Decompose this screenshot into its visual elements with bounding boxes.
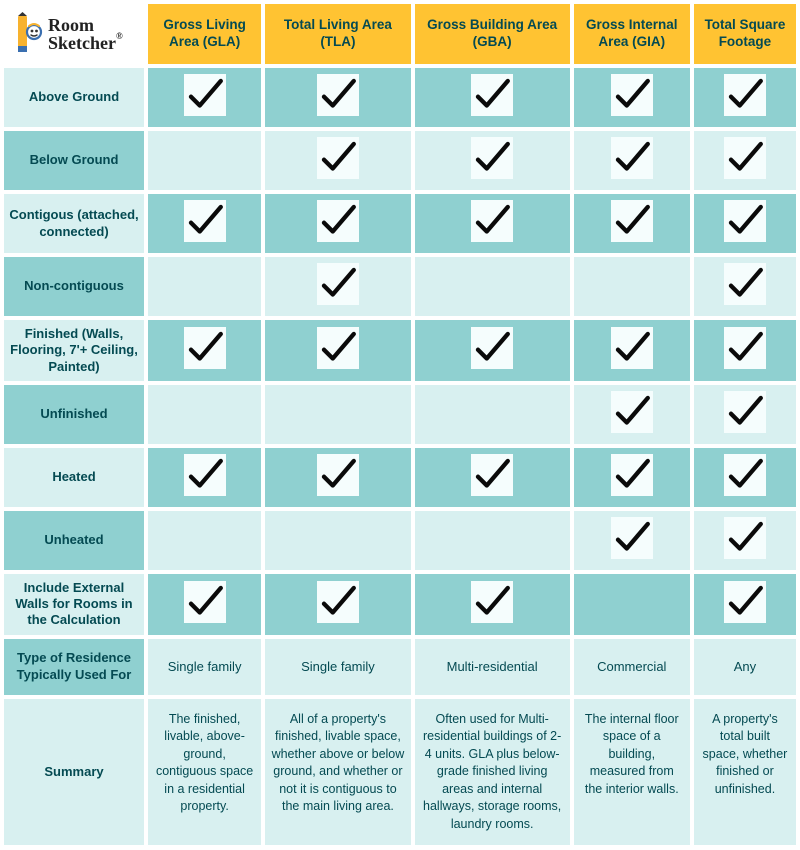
feature-row-2: Contigous (attached, connected) [4, 194, 796, 253]
feature-row-1: Below Ground [4, 131, 796, 190]
cell-7-4 [694, 511, 796, 570]
residence-row: Type of Residence Typically Used ForSing… [4, 639, 796, 695]
row-label: Type of Residence Typically Used For [4, 639, 144, 695]
cell-4-3 [574, 320, 690, 381]
cell-2-1 [265, 194, 410, 253]
cell-4-4 [694, 320, 796, 381]
row-label: Unfinished [4, 385, 144, 444]
col-header-3: Gross Internal Area (GIA) [574, 4, 690, 64]
row-label: Summary [4, 699, 144, 846]
cell-7-3 [574, 511, 690, 570]
summary-cell-1: All of a property's finished, livable sp… [265, 699, 410, 846]
cell-2-0 [148, 194, 261, 253]
residence-cell-3: Commercial [574, 639, 690, 695]
feature-row-0: Above Ground [4, 68, 796, 127]
row-label: Non-contiguous [4, 257, 144, 316]
cell-1-3 [574, 131, 690, 190]
cell-7-2 [415, 511, 570, 570]
header-row: Room Sketcher® Gross Living Area (GLA)To… [4, 4, 796, 64]
feature-row-4: Finished (Walls, Flooring, 7'+ Ceiling, … [4, 320, 796, 381]
cell-8-1 [265, 574, 410, 635]
cell-2-3 [574, 194, 690, 253]
cell-8-0 [148, 574, 261, 635]
summary-cell-2: Often used for Multi-residential buildin… [415, 699, 570, 846]
logo-line2: Sketcher® [48, 34, 123, 52]
cell-0-1 [265, 68, 410, 127]
cell-2-4 [694, 194, 796, 253]
cell-1-1 [265, 131, 410, 190]
cell-0-4 [694, 68, 796, 127]
col-header-1: Total Living Area (TLA) [265, 4, 410, 64]
row-label: Heated [4, 448, 144, 507]
feature-row-7: Unheated [4, 511, 796, 570]
cell-6-3 [574, 448, 690, 507]
residence-cell-1: Single family [265, 639, 410, 695]
cell-5-4 [694, 385, 796, 444]
row-label: Below Ground [4, 131, 144, 190]
roomsketcher-logo: Room Sketcher® [12, 12, 140, 56]
row-label: Unheated [4, 511, 144, 570]
cell-6-1 [265, 448, 410, 507]
residence-cell-4: Any [694, 639, 796, 695]
logo-cell: Room Sketcher® [4, 4, 144, 64]
cell-8-4 [694, 574, 796, 635]
summary-cell-3: The internal floor space of a building, … [574, 699, 690, 846]
row-label: Include External Walls for Rooms in the … [4, 574, 144, 635]
feature-row-8: Include External Walls for Rooms in the … [4, 574, 796, 635]
col-header-0: Gross Living Area (GLA) [148, 4, 261, 64]
col-header-2: Gross Building Area (GBA) [415, 4, 570, 64]
summary-row: SummaryThe finished, livable, above-grou… [4, 699, 796, 846]
cell-7-1 [265, 511, 410, 570]
comparison-table: Room Sketcher® Gross Living Area (GLA)To… [0, 0, 800, 849]
cell-1-2 [415, 131, 570, 190]
cell-3-2 [415, 257, 570, 316]
cell-5-1 [265, 385, 410, 444]
cell-3-0 [148, 257, 261, 316]
summary-cell-4: A property's total built space, whether … [694, 699, 796, 846]
residence-cell-0: Single family [148, 639, 261, 695]
row-label: Finished (Walls, Flooring, 7'+ Ceiling, … [4, 320, 144, 381]
cell-3-4 [694, 257, 796, 316]
cell-8-3 [574, 574, 690, 635]
cell-6-2 [415, 448, 570, 507]
row-label: Contigous (attached, connected) [4, 194, 144, 253]
residence-cell-2: Multi-residential [415, 639, 570, 695]
cell-2-2 [415, 194, 570, 253]
logo-line1: Room [48, 16, 123, 34]
row-label: Above Ground [4, 68, 144, 127]
cell-6-0 [148, 448, 261, 507]
cell-0-2 [415, 68, 570, 127]
feature-row-6: Heated [4, 448, 796, 507]
cell-0-0 [148, 68, 261, 127]
cell-1-0 [148, 131, 261, 190]
cell-6-4 [694, 448, 796, 507]
cell-7-0 [148, 511, 261, 570]
cell-4-0 [148, 320, 261, 381]
col-header-4: Total Square Footage [694, 4, 796, 64]
feature-row-5: Unfinished [4, 385, 796, 444]
cell-5-3 [574, 385, 690, 444]
cell-1-4 [694, 131, 796, 190]
cell-0-3 [574, 68, 690, 127]
cell-3-3 [574, 257, 690, 316]
feature-row-3: Non-contiguous [4, 257, 796, 316]
summary-cell-0: The finished, livable, above-ground, con… [148, 699, 261, 846]
cell-4-2 [415, 320, 570, 381]
cell-8-2 [415, 574, 570, 635]
cell-3-1 [265, 257, 410, 316]
cell-4-1 [265, 320, 410, 381]
cell-5-0 [148, 385, 261, 444]
cell-5-2 [415, 385, 570, 444]
